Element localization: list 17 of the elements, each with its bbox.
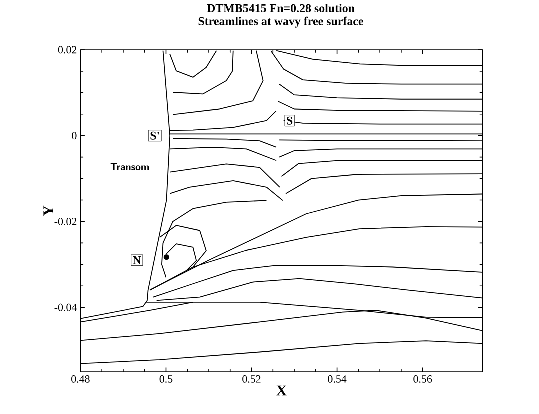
- x-tick-label: 0.52: [242, 376, 261, 383]
- y-axis-title: Y: [44, 206, 54, 216]
- y-tick-label: -0.04: [54, 304, 78, 312]
- x-axis-title: X: [276, 386, 287, 396]
- x-tick-label: 0.48: [72, 376, 90, 383]
- annotation: S: [287, 116, 293, 125]
- x-tick-label: 0.54: [328, 376, 347, 383]
- y-tick-label: 0: [72, 132, 77, 140]
- chart-title: DTMB5415 Fn=0.28 solution: [207, 4, 355, 13]
- annotation: Transom: [110, 164, 150, 170]
- y-tick-label: 0.02: [58, 46, 77, 54]
- chart-subtitle: Streamlines at wavy free surface: [198, 16, 364, 28]
- annotation: S': [150, 132, 160, 140]
- annotation: N: [133, 256, 142, 264]
- y-tick-label: -0.02: [54, 218, 77, 226]
- x-tick-label: 0.5: [160, 376, 173, 383]
- x-tick-label: 0.56: [414, 376, 432, 383]
